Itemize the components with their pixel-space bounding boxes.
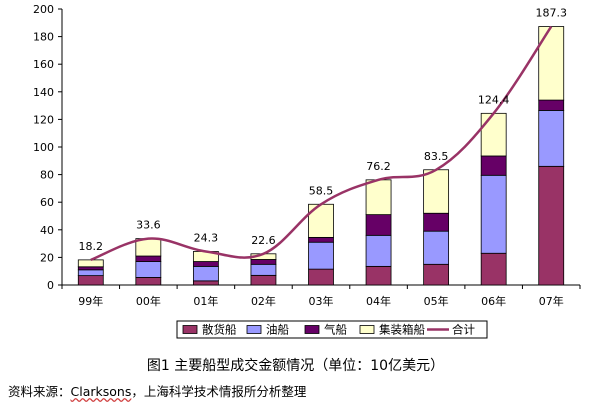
y-tick-label: 60 xyxy=(40,196,54,209)
y-tick-label: 20 xyxy=(40,251,54,264)
bar-segment xyxy=(423,263,450,286)
bar-segment xyxy=(308,241,334,270)
bar-segment xyxy=(538,26,565,101)
bar-segment xyxy=(365,265,392,286)
x-tick-label: 03年 xyxy=(309,294,334,308)
bar-segment xyxy=(192,261,219,267)
total-data-label: 22.6 xyxy=(251,234,276,247)
bar-segment xyxy=(135,261,162,278)
bar-segment xyxy=(365,234,392,267)
x-tick-label: 04年 xyxy=(366,294,391,308)
bar-segment xyxy=(77,266,104,271)
y-tick-label: 140 xyxy=(33,86,54,99)
legend-swatch xyxy=(359,325,375,334)
bar-segment xyxy=(308,236,334,243)
bar-segment xyxy=(192,280,219,286)
x-tick-label: 05年 xyxy=(424,294,449,308)
y-tick-label: 120 xyxy=(33,113,54,126)
bar-segment xyxy=(308,203,334,238)
bar-segment xyxy=(423,169,450,214)
x-tick-label: 01年 xyxy=(193,294,218,308)
bar-segment xyxy=(538,110,565,167)
bar-segment xyxy=(480,155,507,176)
total-data-label: 33.6 xyxy=(136,219,161,232)
bar-segment xyxy=(250,274,277,286)
x-tick-label: 99年 xyxy=(78,294,103,308)
y-tick-label: 100 xyxy=(33,141,54,154)
y-tick-label: 180 xyxy=(33,31,54,44)
source-prefix: 资料来源： xyxy=(8,384,71,399)
total-data-label: 24.3 xyxy=(194,231,219,244)
y-tick-label: 40 xyxy=(40,224,54,237)
x-tick-label: 02年 xyxy=(251,294,276,308)
bar-segment xyxy=(308,268,334,286)
total-data-label: 18.2 xyxy=(79,240,104,253)
x-tick-label: 07年 xyxy=(539,294,564,308)
x-tick-label: 06年 xyxy=(481,294,506,308)
bar-segment xyxy=(250,263,277,276)
bar-segment xyxy=(365,179,392,216)
y-tick-label: 160 xyxy=(33,58,54,71)
y-tick-label: 200 xyxy=(33,3,54,16)
y-tick-label: 0 xyxy=(47,279,54,292)
x-tick-label: 00年 xyxy=(136,294,161,308)
total-data-label: 76.2 xyxy=(366,160,391,173)
source-note: 资料来源：Clarksons，上海科学技术情报所分析整理 xyxy=(8,381,306,400)
bar-segment xyxy=(423,212,450,232)
legend-swatch xyxy=(304,325,320,334)
source-name: Clarksons xyxy=(70,384,132,399)
bar-segment xyxy=(77,259,104,268)
legend-swatch xyxy=(182,325,198,334)
legend-swatch xyxy=(246,325,262,334)
total-data-label: 83.5 xyxy=(424,150,449,163)
bar-segment xyxy=(77,269,104,277)
total-line xyxy=(90,25,553,262)
bar-segment xyxy=(480,174,507,254)
bar-segment xyxy=(423,230,450,265)
legend-label: 集装箱船 xyxy=(379,323,425,337)
bar-segment xyxy=(135,255,162,262)
total-data-label: 58.5 xyxy=(309,184,334,197)
bar-segment xyxy=(538,165,565,286)
chart-caption: 图1 主要船型成交金额情况（单位：10亿美元） xyxy=(146,358,445,374)
legend-label: 气船 xyxy=(324,323,347,337)
bar-segment xyxy=(77,275,104,286)
bar-segment xyxy=(135,277,162,286)
bar-segment xyxy=(250,259,277,265)
legend-label: 合计 xyxy=(452,323,475,337)
bar-segment xyxy=(480,112,507,157)
total-data-label: 124.4 xyxy=(478,93,510,106)
bar-segment xyxy=(192,265,219,282)
legend-label: 散货船 xyxy=(202,323,237,337)
legend-label: 油船 xyxy=(266,323,289,337)
bar-segment xyxy=(480,252,507,286)
source-suffix: ，上海科学技术情报所分析整理 xyxy=(131,384,307,399)
bar-segment xyxy=(538,99,565,111)
y-tick-label: 80 xyxy=(40,169,54,182)
total-data-label: 187.3 xyxy=(535,7,567,20)
bar-segment xyxy=(365,214,392,236)
